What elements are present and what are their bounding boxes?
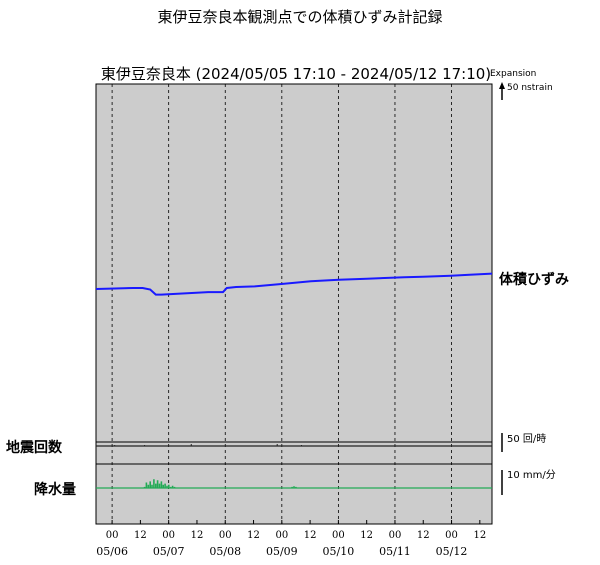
x-date-label: 05/06: [96, 545, 128, 558]
x-date-label: 05/08: [209, 545, 241, 558]
x-date-label: 05/12: [436, 545, 468, 558]
strain-scale-arrow: [499, 82, 505, 89]
rain-series-label: 降水量: [34, 481, 76, 498]
x-date-label: 05/10: [323, 545, 355, 558]
strain-line: [95, 272, 493, 296]
strain-series-label: 体積ひずみ: [499, 271, 569, 288]
quake-series-label: 地震回数: [6, 439, 63, 456]
x-tick-label: 12: [417, 530, 430, 541]
x-tick-label: 00: [219, 530, 232, 541]
x-date-label: 05/11: [379, 545, 411, 558]
x-tick-label: 00: [275, 530, 288, 541]
x-tick-label: 12: [134, 530, 147, 541]
x-tick-label: 00: [332, 530, 345, 541]
expansion-label: Expansion: [490, 69, 536, 79]
data-series: [95, 272, 493, 489]
x-tick-label: 00: [106, 530, 119, 541]
x-date-label: 05/07: [153, 545, 185, 558]
strain-scale-label: 50 nstrain: [507, 83, 553, 93]
x-tick-label: 12: [247, 530, 260, 541]
rain-panel: [95, 463, 493, 525]
x-tick-label: 12: [473, 530, 486, 541]
x-tick-label: 00: [389, 530, 402, 541]
quake-panel: [95, 441, 493, 465]
strain-panel: [95, 83, 493, 443]
x-tick-label: 00: [445, 530, 458, 541]
day-gridlines: [111, 84, 452, 524]
x-axis-ticks: 00 05/06 12 00 05/07 12 00 05/08 12 00 05/09 12 00 05…: [96, 520, 486, 558]
x-tick-label: 12: [191, 530, 204, 541]
x-tick-label: 00: [162, 530, 175, 541]
x-date-label: 05/09: [266, 545, 298, 558]
x-tick-label: 12: [360, 530, 373, 541]
rain-bars: [143, 479, 297, 488]
quake-scale-label: 50 回/時: [507, 433, 546, 445]
rain-scale-label: 10 mm/分: [507, 469, 556, 481]
page-title: 東伊豆奈良本観測点での体積ひずみ計記録: [157, 8, 443, 26]
x-tick-label: 12: [304, 530, 317, 541]
plot-title: 東伊豆奈良本 (2024/05/05 17:10 - 2024/05/12 17…: [100, 65, 492, 83]
